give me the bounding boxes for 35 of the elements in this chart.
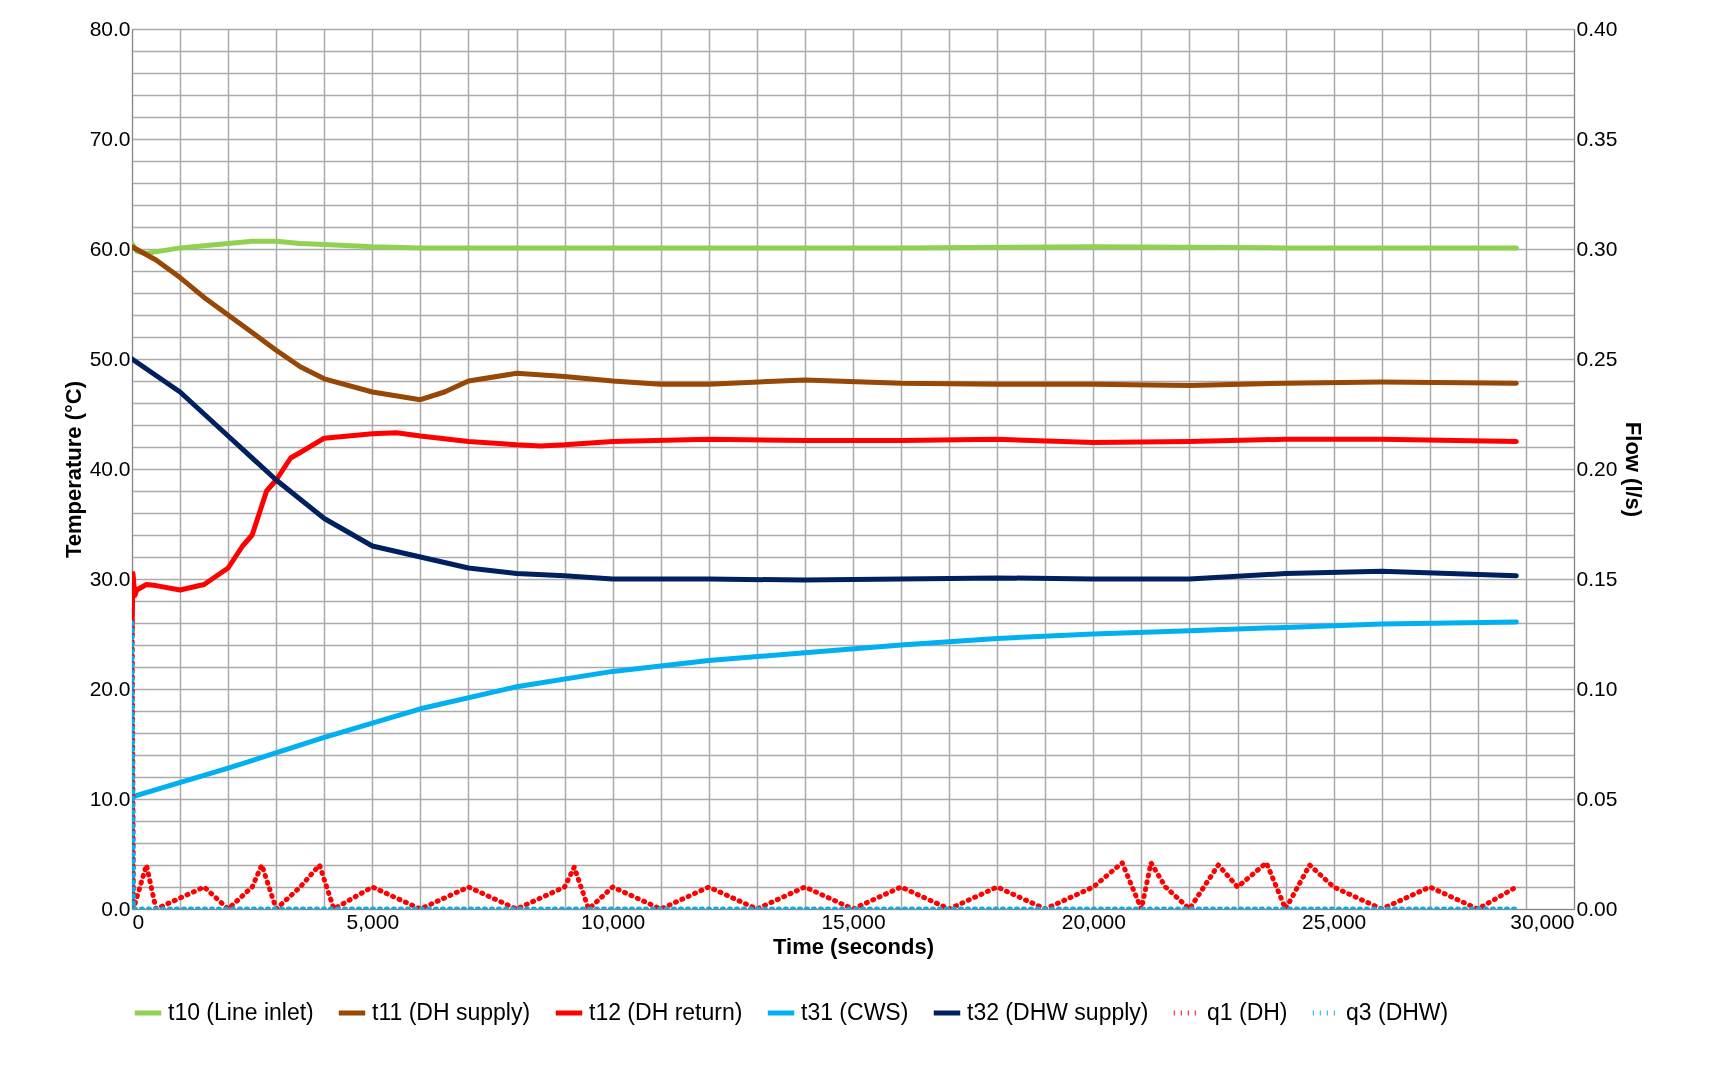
legend-label: q3 (DHW) [1346,999,1449,1025]
y2-tick-label: 0.40 [1576,16,1618,40]
legend-label: t32 (DHW supply) [967,999,1149,1025]
y-tick-label: 70.0 [89,126,131,150]
x-tick-label: 5,000 [346,909,400,933]
legend-label: t12 (DH return) [589,999,743,1025]
y2-tick-label: 0.15 [1576,566,1618,590]
legend-label: q1 (DH) [1207,999,1288,1025]
y2-tick-label: 0.10 [1576,676,1618,700]
y-tick-label: 40.0 [89,456,131,480]
x-axis-title: Time (seconds) [773,933,934,959]
x-tick-label: 15,000 [821,909,886,933]
y2-tick-label: 0.20 [1576,456,1618,480]
x-tick-label: 10,000 [581,909,646,933]
x-tick-label: 20,000 [1061,909,1126,933]
y-axis-title: Temperature (°C) [60,380,86,559]
y2-tick-label: 0.25 [1576,346,1618,370]
y-tick-label: 0.0 [101,896,131,920]
x-tick-label: 0 [132,909,145,933]
x-tick-label: 25,000 [1302,909,1367,933]
y-tick-label: 20.0 [89,676,131,700]
y-tick-label: 80.0 [89,16,131,40]
y2-tick-label: 0.35 [1576,126,1618,150]
y2-tick-label: 0.30 [1576,236,1618,260]
y2-tick-label: 0.00 [1576,896,1618,920]
y-tick-label: 50.0 [89,346,131,370]
y-tick-label: 10.0 [89,786,131,810]
x-tick-label: 30,000 [1510,909,1575,933]
legend-label: t10 (Line inlet) [168,999,314,1025]
y-tick-label: 30.0 [89,566,131,590]
legend-label: t11 (DH supply) [372,999,531,1025]
y2-axis-title: Flow (l/s) [1621,421,1647,518]
y-tick-label: 60.0 [89,236,131,260]
y2-tick-label: 0.05 [1576,786,1618,810]
legend-label: t31 (CWS) [801,999,909,1025]
